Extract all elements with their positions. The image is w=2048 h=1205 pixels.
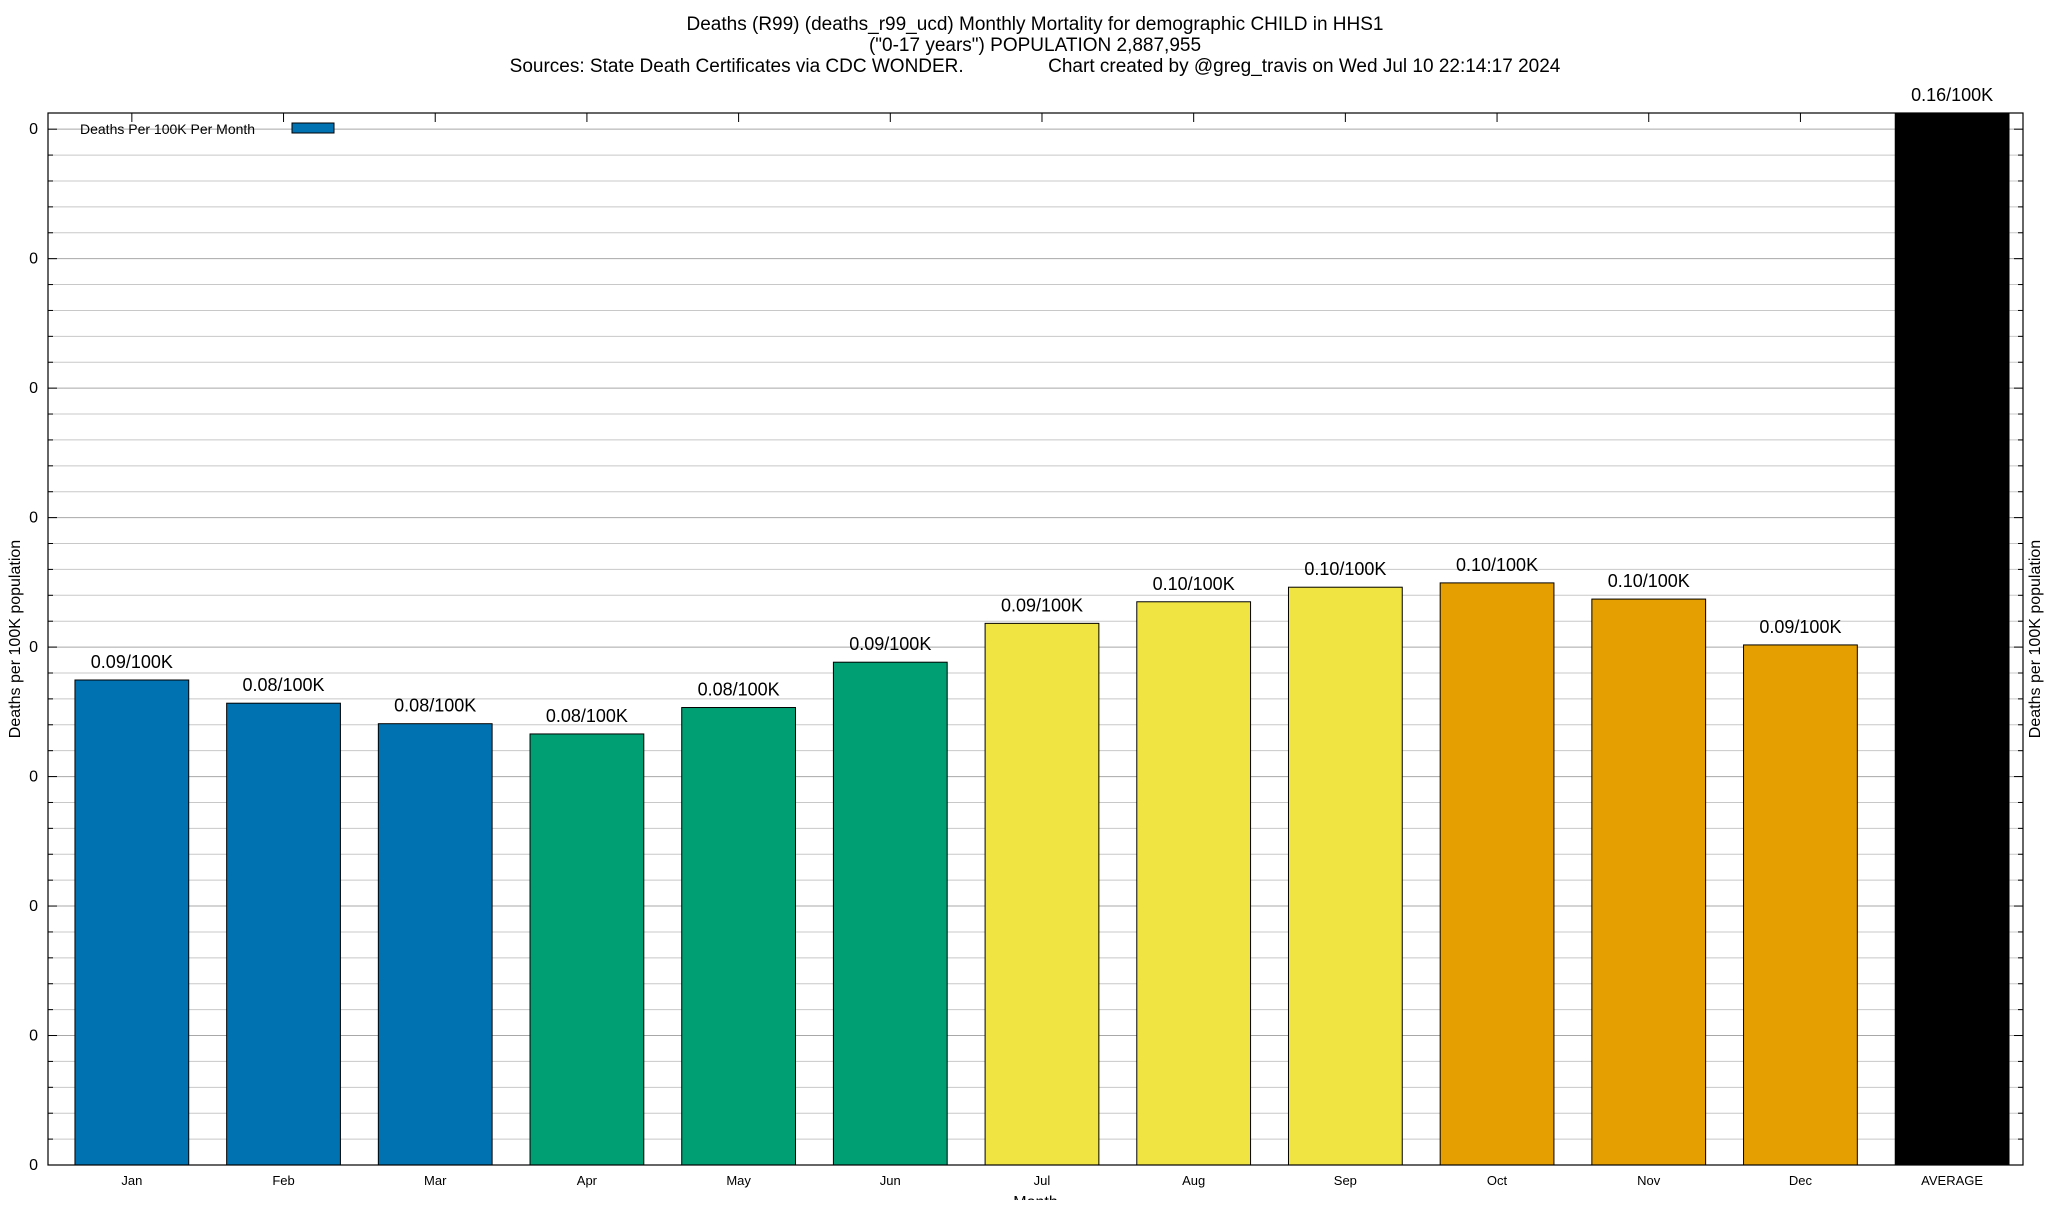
data-label: 0.10/100K xyxy=(1456,555,1538,575)
y-tick-label: 0 xyxy=(29,510,38,527)
bar-oct xyxy=(1439,582,1555,1166)
bar-sep xyxy=(1287,586,1403,1166)
bar-mar xyxy=(377,723,493,1166)
x-tick-label: Mar xyxy=(424,1173,447,1188)
y-tick-label: 0 xyxy=(29,639,38,656)
bar-jun xyxy=(832,661,948,1166)
x-tick-label: Sep xyxy=(1334,1173,1357,1188)
x-tick-label: Oct xyxy=(1487,1173,1508,1188)
y-tick-label: 0 xyxy=(29,769,38,786)
data-label: 0.10/100K xyxy=(1608,571,1690,591)
bar-may xyxy=(681,707,796,1166)
data-label: 0.16/100K xyxy=(1911,85,1993,105)
x-axis-title: Month xyxy=(1013,1194,1057,1200)
x-tick-label: Jan xyxy=(121,1173,142,1188)
y-axis-title: Deaths per 100K population xyxy=(7,540,24,738)
x-tick-label: Feb xyxy=(272,1173,294,1188)
y2-axis-title: Deaths per 100K population xyxy=(2027,540,2044,738)
x-tick-label: Jun xyxy=(880,1173,901,1188)
data-label: 0.08/100K xyxy=(698,680,780,700)
bar-jul xyxy=(984,622,1100,1166)
title-line: Deaths (R99) (deaths_r99_ucd) Monthly Mo… xyxy=(687,14,1384,35)
data-label: 0.09/100K xyxy=(1001,595,1083,615)
legend-label: Deaths Per 100K Per Month xyxy=(80,121,255,137)
x-tick-label: May xyxy=(726,1173,751,1188)
title-line: ("0-17 years") POPULATION 2,887,955 xyxy=(869,35,1201,56)
data-label: 0.08/100K xyxy=(242,675,324,695)
bars xyxy=(74,112,2010,1166)
chart-title: Deaths (R99) (deaths_r99_ucd) Monthly Mo… xyxy=(510,14,1561,77)
bar-feb xyxy=(226,702,341,1166)
data-label: 0.10/100K xyxy=(1153,574,1235,594)
y-tick-label: 0 xyxy=(29,1028,38,1045)
bar-nov xyxy=(1591,598,1707,1166)
x-tick-label: Aug xyxy=(1182,1173,1205,1188)
legend-swatch xyxy=(291,122,335,134)
y-tick-label: 0 xyxy=(29,380,38,397)
bar-aug xyxy=(1136,601,1252,1166)
data-label: 0.08/100K xyxy=(546,706,628,726)
y-tick-label: 0 xyxy=(29,898,38,915)
y-tick-label: 0 xyxy=(29,1157,38,1174)
bar-dec xyxy=(1743,644,1858,1166)
x-tick-label: Jul xyxy=(1034,1173,1051,1188)
x-tick-label: Nov xyxy=(1637,1173,1661,1188)
data-label: 0.09/100K xyxy=(849,634,931,654)
data-label: 0.09/100K xyxy=(91,652,173,672)
plot-frame xyxy=(47,112,2024,1166)
labels: 0 0 0 0 0 0 0 0 0 Jan 0.09/100K Feb 0.08/100K Mar 0.08… xyxy=(7,85,2044,1205)
data-label: 0.09/100K xyxy=(1759,617,1841,637)
y-tick-label: 0 xyxy=(29,251,38,268)
bar-average xyxy=(1894,112,2010,1166)
data-label: 0.10/100K xyxy=(1304,559,1386,579)
y-tick-label: 0 xyxy=(29,121,38,138)
bar-jan xyxy=(74,679,190,1166)
x-tick-label: AVERAGE xyxy=(1921,1173,1983,1188)
x-tick-label: Dec xyxy=(1789,1173,1813,1188)
x-tick-label: Apr xyxy=(577,1173,598,1188)
bar-apr xyxy=(529,733,645,1166)
legend: Deaths Per 100K Per Month xyxy=(80,121,335,137)
data-label: 0.08/100K xyxy=(394,696,476,716)
title-line: Sources: State Death Certificates via CD… xyxy=(510,56,1561,77)
